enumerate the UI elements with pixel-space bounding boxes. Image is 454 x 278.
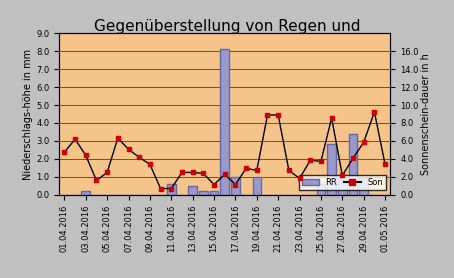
Bar	[327, 145, 336, 195]
Bar	[81, 191, 90, 195]
Bar	[338, 177, 346, 195]
Bar	[210, 191, 218, 195]
Bar	[231, 177, 240, 195]
Bar	[252, 177, 261, 195]
Legend: RR, Son: RR, Son	[299, 175, 386, 190]
Y-axis label: Niederschlags-höhe in mm: Niederschlags-höhe in mm	[23, 48, 33, 180]
Bar	[188, 186, 197, 195]
Bar	[221, 49, 229, 195]
Bar	[167, 184, 176, 195]
Bar	[360, 178, 368, 195]
Y-axis label: Sonnenschein-dauer in h: Sonnenschein-dauer in h	[421, 53, 431, 175]
Bar	[199, 191, 207, 195]
Text: Gegenüberstellung von Regen und: Gegenüberstellung von Regen und	[94, 19, 360, 34]
Bar	[349, 134, 357, 195]
Bar	[317, 184, 325, 195]
